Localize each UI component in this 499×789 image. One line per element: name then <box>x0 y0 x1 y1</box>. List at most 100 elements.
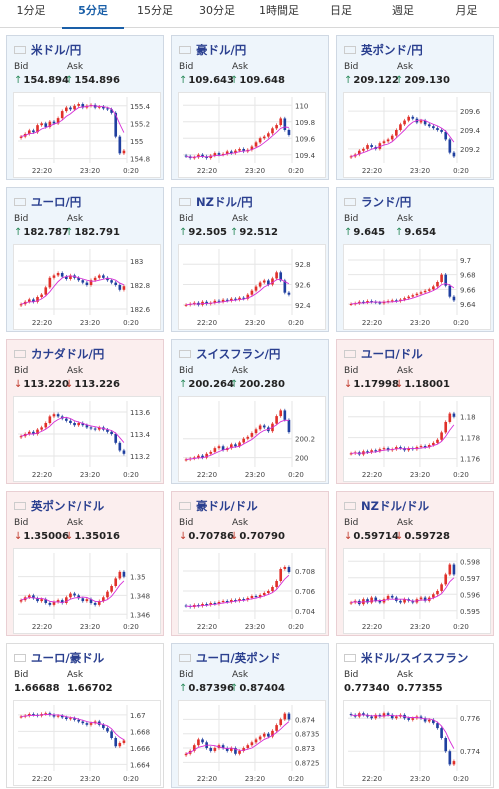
currency-pair-label[interactable]: NZドル/円 <box>196 195 253 209</box>
ask-value: ↑9.654 <box>395 227 436 238</box>
currency-pair-label[interactable]: ランド/円 <box>361 195 412 209</box>
x-tick-label: 22:20 <box>362 319 382 327</box>
ask-label: Ask <box>67 366 84 376</box>
x-tick-label: 23:20 <box>245 167 265 175</box>
chart-svg: 9.7 9.68 9.66 9.64 22:20 23:20 0:20 <box>348 249 476 327</box>
candle <box>52 121 56 124</box>
card-title[interactable]: 英ポンド/ドル <box>14 498 104 514</box>
card-title[interactable]: ランド/円 <box>344 194 411 210</box>
tab-6[interactable]: 日足 <box>330 4 352 17</box>
x-tick-label: 23:20 <box>245 319 265 327</box>
card-title[interactable]: 豪ドル/円 <box>179 42 246 58</box>
price-chart[interactable]: 9.7 9.68 9.66 9.64 22:20 23:20 0:20 <box>343 244 491 330</box>
card-title[interactable]: 米ドル/円 <box>14 42 81 58</box>
card-title[interactable]: スイスフラン/円 <box>179 346 280 362</box>
currency-pair-label[interactable]: ユーロ/豪ドル <box>31 651 105 665</box>
candle <box>378 600 382 603</box>
price-chart[interactable]: 200.2 200 22:20 23:20 0:20 <box>178 396 326 482</box>
currency-card[interactable]: NZドル/円 Bid Ask ↑92.505 ↑92.512 92.8 92.6 9… <box>171 187 329 332</box>
currency-pair-label[interactable]: スイスフラン/円 <box>196 347 281 361</box>
card-title[interactable]: 豪ドル/ドル <box>179 498 258 514</box>
candle <box>279 118 283 126</box>
card-title[interactable]: カナダドル/円 <box>14 346 104 362</box>
candle <box>77 719 80 722</box>
chart-svg: 155.4 155.2 155 154.8 22:20 23:20 0:20 <box>18 97 151 175</box>
price-chart[interactable]: 113.6 113.4 113.2 22:20 23:20 0:20 <box>13 396 161 482</box>
ask-value: ↑109.648 <box>230 75 285 86</box>
candle <box>452 296 456 301</box>
price-chart[interactable]: 183 182.8 182.6 22:20 23:20 0:20 <box>13 244 161 330</box>
card-title[interactable]: 米ドル/スイスフラン <box>344 650 468 666</box>
price-chart[interactable]: 1.35 1.348 1.346 22:20 23:20 0:20 <box>13 548 161 634</box>
currency-card[interactable]: スイスフラン/円 Bid Ask ↑200.264 ↑200.280 200.2… <box>171 339 329 484</box>
price-chart[interactable]: 155.4 155.2 155 154.8 22:20 23:20 0:20 <box>13 92 161 178</box>
flag-icon <box>344 198 356 206</box>
moving-average-line <box>20 105 125 138</box>
currency-pair-label[interactable]: ユーロ/円 <box>31 195 82 209</box>
price-chart[interactable]: 1.67 1.668 1.666 1.664 22:20 23:20 0:20 <box>13 700 161 786</box>
x-tick-label: 23:20 <box>410 775 430 783</box>
candle <box>399 124 402 130</box>
candle <box>73 423 76 426</box>
candle <box>279 569 283 581</box>
price-chart[interactable]: 0.598 0.597 0.596 0.595 22:20 23:20 0:20 <box>343 548 491 634</box>
currency-pair-label[interactable]: 英ポンド/ドル <box>31 499 105 513</box>
card-title[interactable]: ユーロ/豪ドル <box>14 650 104 666</box>
card-title[interactable]: ユーロ/英ポンド <box>179 650 281 666</box>
currency-card[interactable]: ユーロ/英ポンド Bid Ask ↑0.87396 ↑0.87404 0.874… <box>171 643 329 788</box>
currency-card[interactable]: 英ポンド/円 Bid Ask ↑209.122 ↑209.130 209.6 20… <box>336 35 494 180</box>
price-chart[interactable]: 92.8 92.6 92.4 22:20 23:20 0:20 <box>178 244 326 330</box>
currency-card[interactable]: ユーロ/ドル Bid Ask ↓1.17998 ↓1.18001 1.18 1.1… <box>336 339 494 484</box>
candle <box>258 595 262 597</box>
bid-label: Bid <box>14 518 29 528</box>
card-title[interactable]: NZドル/ドル <box>344 498 429 514</box>
card-title[interactable]: NZドル/円 <box>179 194 253 210</box>
currency-pair-label[interactable]: 米ドル/スイスフラン <box>361 651 469 665</box>
currency-card[interactable]: ユーロ/豪ドル Bid Ask 1.66688 1.66702 1.67 1.66… <box>6 643 164 788</box>
candle <box>65 597 68 603</box>
currency-card[interactable]: 米ドル/スイスフラン Bid Ask 0.77340 0.77355 0.776… <box>336 643 494 788</box>
currency-pair-label[interactable]: 米ドル/円 <box>31 43 82 57</box>
price-chart[interactable]: 209.6 209.4 209.2 22:20 23:20 0:20 <box>343 92 491 178</box>
candle <box>93 602 97 605</box>
candle <box>238 442 241 447</box>
tab-4[interactable]: 30分足 <box>199 4 235 17</box>
currency-pair-label[interactable]: ユーロ/ドル <box>361 347 423 361</box>
tab-5[interactable]: 1時間足 <box>259 4 299 17</box>
currency-pair-label[interactable]: ユーロ/英ポンド <box>196 651 281 665</box>
candle <box>114 282 118 285</box>
tab-1[interactable]: 1分足 <box>16 4 46 17</box>
currency-card[interactable]: NZドル/ドル Bid Ask ↓0.59714 ↓0.59728 0.598 0… <box>336 491 494 636</box>
ask-label: Ask <box>397 366 414 376</box>
candle <box>65 717 68 720</box>
tab-3[interactable]: 15分足 <box>137 4 173 17</box>
candle <box>349 304 353 305</box>
currency-card[interactable]: 豪ドル/ドル Bid Ask ↓0.70786 ↓0.70790 0.708 0.… <box>171 491 329 636</box>
price-chart[interactable]: 110 109.8 109.6 109.4 22:20 23:20 0:20 <box>178 92 326 178</box>
currency-card[interactable]: ユーロ/円 Bid Ask ↑182.787 ↑182.791 183 182.8… <box>6 187 164 332</box>
currency-pair-label[interactable]: 豪ドル/円 <box>196 43 247 57</box>
currency-card[interactable]: ランド/円 Bid Ask ↑9.645 ↑9.654 9.7 9.68 9.66 9… <box>336 187 494 332</box>
price-chart[interactable]: 1.18 1.178 1.176 22:20 23:20 0:20 <box>343 396 491 482</box>
price-chart[interactable]: 0.708 0.706 0.704 22:20 23:20 0:20 <box>178 548 326 634</box>
tab-2[interactable]: 5分足 <box>62 0 124 29</box>
currency-card[interactable]: 米ドル/円 Bid Ask ↑154.894 ↑154.896 155.4 155… <box>6 35 164 180</box>
currency-pair-label[interactable]: カナダドル/円 <box>31 347 105 361</box>
candle <box>197 154 200 158</box>
card-title[interactable]: ユーロ/ドル <box>344 346 423 362</box>
candle <box>362 301 365 303</box>
price-chart[interactable]: 0.874 0.8735 0.873 0.8725 22:20 23:20 0:20 <box>178 700 326 786</box>
x-tick-label: 22:20 <box>362 167 382 175</box>
tab-7[interactable]: 週足 <box>392 4 414 17</box>
tab-8[interactable]: 月足 <box>455 4 478 17</box>
currency-pair-label[interactable]: 豪ドル/ドル <box>196 499 258 513</box>
currency-card[interactable]: 英ポンド/ドル Bid Ask ↓1.35006 ↓1.35016 1.35 1.… <box>6 491 164 636</box>
price-chart[interactable]: 0.776 0.774 22:20 23:20 0:20 <box>343 700 491 786</box>
currency-pair-label[interactable]: 英ポンド/円 <box>361 43 423 57</box>
x-tick-label: 0:20 <box>453 623 469 631</box>
currency-card[interactable]: カナダドル/円 Bid Ask ↓113.220 ↓113.226 113.6 1… <box>6 339 164 484</box>
card-title[interactable]: ユーロ/円 <box>14 194 81 210</box>
card-title[interactable]: 英ポンド/円 <box>344 42 423 58</box>
currency-pair-label[interactable]: NZドル/ドル <box>361 499 430 513</box>
currency-card[interactable]: 豪ドル/円 Bid Ask ↑109.643 ↑109.648 110 109.8… <box>171 35 329 180</box>
